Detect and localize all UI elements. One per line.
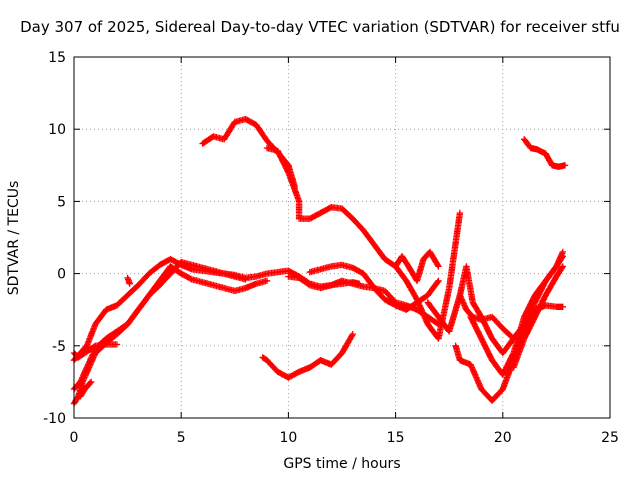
series-markers [510,263,566,371]
series-markers [199,115,298,191]
series-track-16 [467,253,566,378]
series-track-12 [392,248,442,284]
series-track-2 [70,263,271,407]
y-tick-label: -5 [52,339,66,355]
chart-title: Day 307 of 2025, Sidereal Day-to-day VTE… [20,18,620,36]
series-markers [306,261,442,313]
y-tick-label: 0 [57,267,66,283]
series-markers [263,144,464,342]
series-track-10 [306,261,442,313]
y-axis-label: SDTVAR / TECUs [6,180,22,296]
series-track-7 [199,115,298,191]
grid-lines [74,57,610,418]
plot-frame [73,56,611,419]
y-tick-label: 15 [48,50,66,66]
x-axis-label: GPS time / hours [283,456,401,472]
data-series [70,115,569,407]
x-tick-label: 0 [70,430,79,446]
x-tick-label: 15 [387,430,405,446]
y-tick-label: 5 [57,194,66,210]
series-track-6 [124,274,133,287]
series-track-5 [77,378,95,400]
x-tick-label: 5 [177,430,186,446]
y-tick-label: -10 [43,411,66,427]
series-markers [424,292,517,342]
x-tick-label: 25 [601,430,619,446]
series-markers [467,253,566,378]
series-track-13 [424,292,517,342]
series-markers [124,274,133,287]
series-track-8 [263,144,464,342]
series-track-11 [259,331,356,381]
series-track-17 [510,263,566,371]
axis-tick-labels: 0 5 10 15 20 25 -10 -5 0 5 10 15 [43,50,619,446]
series-track-18 [521,136,569,170]
series-markers [392,248,442,284]
axis-ticks [73,56,611,419]
series-markers [77,378,95,400]
y-tick-label: 10 [48,122,66,138]
series-markers [259,331,356,381]
series-markers [70,263,271,407]
x-tick-label: 20 [494,430,512,446]
series-markers [521,136,569,170]
x-tick-label: 10 [279,430,297,446]
